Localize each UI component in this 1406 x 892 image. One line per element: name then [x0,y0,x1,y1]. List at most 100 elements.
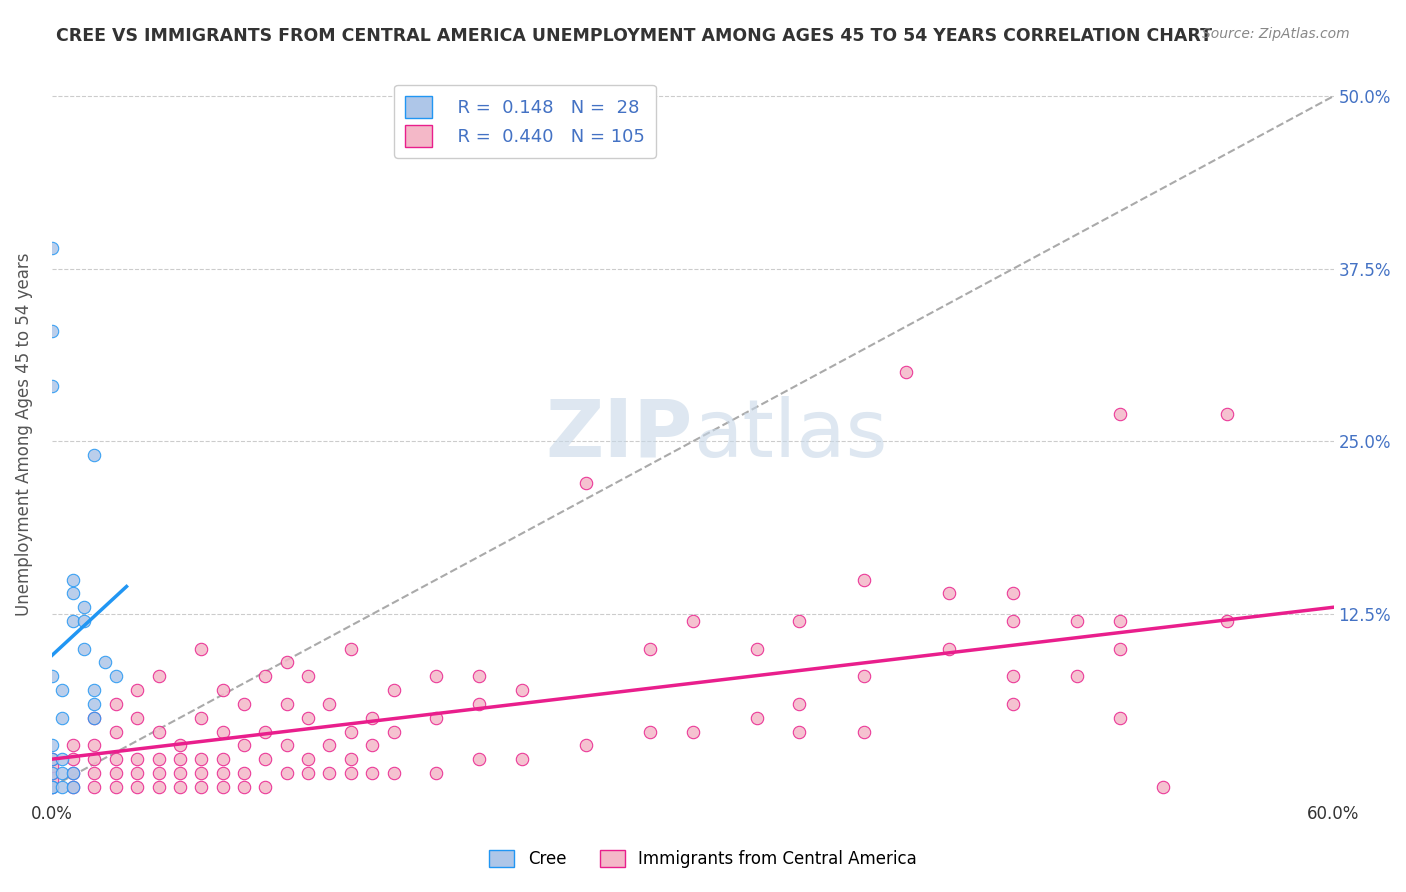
Point [127,766,149,780]
Point [1002,614,1025,628]
Point [638,724,661,739]
Point [41,324,63,338]
Point [575,475,598,490]
Point [254,724,277,739]
Point [1109,711,1132,725]
Point [104,766,127,780]
Point [62,780,84,794]
Point [361,711,384,725]
Point [789,697,811,711]
Point [51,780,73,794]
Point [41,780,63,794]
Point [745,641,768,656]
Point [318,697,340,711]
Point [896,366,918,380]
Point [340,766,363,780]
Point [276,739,298,753]
Point [789,614,811,628]
Point [510,752,533,766]
Point [62,614,84,628]
Point [276,697,298,711]
Point [51,752,73,766]
Point [318,766,340,780]
Point [51,711,73,725]
Point [104,669,127,683]
Point [148,724,170,739]
Point [190,752,212,766]
Point [1215,614,1237,628]
Legend: Cree, Immigrants from Central America: Cree, Immigrants from Central America [482,843,924,875]
Point [382,766,405,780]
Point [62,586,84,600]
Point [73,614,96,628]
Point [1002,669,1025,683]
Point [254,669,277,683]
Point [682,724,704,739]
Point [1002,697,1025,711]
Point [745,711,768,725]
Point [233,766,256,780]
Point [1109,614,1132,628]
Point [190,641,212,656]
Point [148,752,170,766]
Point [276,766,298,780]
Y-axis label: Unemployment Among Ages 45 to 54 years: Unemployment Among Ages 45 to 54 years [15,252,32,616]
Text: ZIP: ZIP [546,395,693,474]
Point [638,641,661,656]
Point [211,752,233,766]
Point [169,780,191,794]
Text: atlas: atlas [693,395,887,474]
Point [254,752,277,766]
Point [62,780,84,794]
Point [468,669,491,683]
Point [83,697,105,711]
Point [83,683,105,698]
Point [41,752,63,766]
Point [297,752,319,766]
Point [276,656,298,670]
Point [41,739,63,753]
Point [41,766,63,780]
Point [190,780,212,794]
Point [41,772,63,787]
Point [1109,407,1132,421]
Point [510,683,533,698]
Point [211,724,233,739]
Point [83,711,105,725]
Point [104,752,127,766]
Point [211,766,233,780]
Point [127,711,149,725]
Point [254,780,277,794]
Point [169,752,191,766]
Point [468,697,491,711]
Text: CREE VS IMMIGRANTS FROM CENTRAL AMERICA UNEMPLOYMENT AMONG AGES 45 TO 54 YEARS C: CREE VS IMMIGRANTS FROM CENTRAL AMERICA … [56,27,1212,45]
Point [127,683,149,698]
Point [169,739,191,753]
Point [41,379,63,393]
Point [789,724,811,739]
Point [62,739,84,753]
Point [62,766,84,780]
Point [1066,669,1088,683]
Point [51,766,73,780]
Point [938,586,960,600]
Point [104,697,127,711]
Point [62,766,84,780]
Point [361,739,384,753]
Point [41,780,63,794]
Point [297,766,319,780]
Point [1109,641,1132,656]
Point [41,759,63,773]
Point [318,739,340,753]
Point [51,683,73,698]
Point [852,724,875,739]
Point [575,739,598,753]
Point [190,711,212,725]
Point [169,766,191,780]
Point [468,752,491,766]
Point [233,739,256,753]
Point [340,752,363,766]
Point [340,641,363,656]
Point [425,766,447,780]
Text: Source: ZipAtlas.com: Source: ZipAtlas.com [1202,27,1350,41]
